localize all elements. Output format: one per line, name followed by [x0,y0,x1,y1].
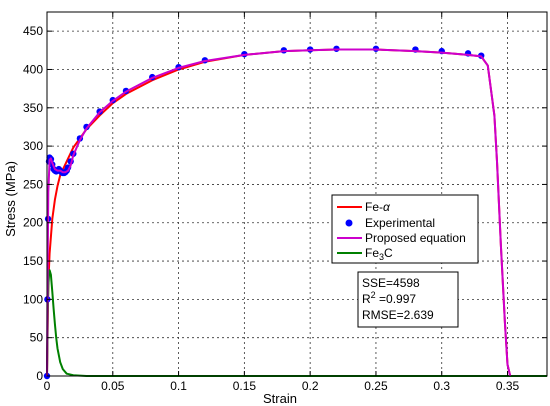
legend-label-proposed-equation: Proposed equation [365,231,466,245]
stats-box-frame [357,271,459,328]
y-tick-label: 450 [23,24,43,38]
legend-label-fe3c-sub: 3 [379,252,384,262]
stats-r2-main: R [362,292,371,306]
y-tick-label: 100 [23,292,43,306]
x-axis-label: Strain [263,391,297,406]
legend-label-fe-alpha-greek: α [383,200,391,214]
y-axis-label: Stress (MPa) [3,161,18,237]
series-line-fe3c [46,269,547,377]
x-tick-label: 0.2 [302,379,319,393]
y-tick-label: 400 [23,62,43,76]
legend-swatch-experimental [345,219,353,227]
stats-box: SSE=4598 R2 =0.997 RMSE=2.639 [357,271,459,328]
x-tick-label: 0.25 [364,379,388,393]
legend-entry-proposed-equation: Proposed equation [337,231,466,245]
stats-r2-sup: 2 [371,290,376,300]
y-tick-label: 200 [23,216,43,230]
plot-frame [46,11,548,377]
stats-r2-value: =0.997 [376,292,417,306]
stats-rmse: RMSE=2.639 [362,308,434,322]
y-tick-label: 300 [23,139,43,153]
grid [47,12,547,376]
legend-label-fe3c: Fe3C [365,246,393,262]
stats-r2: R2 =0.997 [362,290,416,306]
legend-label-fe3c-tail: C [384,246,393,260]
legend-entry-experimental: Experimental [345,216,435,230]
x-tick-label: 0.1 [170,379,187,393]
ticks [46,12,547,377]
legend-entry-fe3c: Fe3C [337,246,393,262]
y-tick-label: 150 [23,254,43,268]
x-tick-label: 0.15 [233,379,257,393]
y-tick-label: 250 [23,177,43,191]
x-tick-label: 0.35 [496,379,520,393]
y-tick-label: 0 [36,369,43,383]
stats-sse: SSE=4598 [362,276,420,290]
y-tick-label: 350 [23,101,43,115]
legend-label-fe3c-main: Fe [365,246,379,260]
x-tick-label: 0.3 [433,379,450,393]
legend-entry-fe-alpha: Fe-α [337,200,391,214]
legend-label-fe-alpha-main: Fe- [365,200,383,214]
tick-labels: 0 0.05 0.1 0.15 0.2 0.25 0.3 0.35 0 50 100 150 200 25… [23,24,520,393]
series-line-proposed-equation [46,48,512,377]
legend-label-fe-alpha: Fe-α [365,200,391,214]
y-tick-label: 50 [30,331,44,345]
legend-label-experimental: Experimental [365,216,435,230]
legend: Fe-α Experimental Proposed equation Fe3C [331,194,479,264]
x-tick-label: 0.05 [101,379,125,393]
x-tick-label: 0 [44,379,51,393]
